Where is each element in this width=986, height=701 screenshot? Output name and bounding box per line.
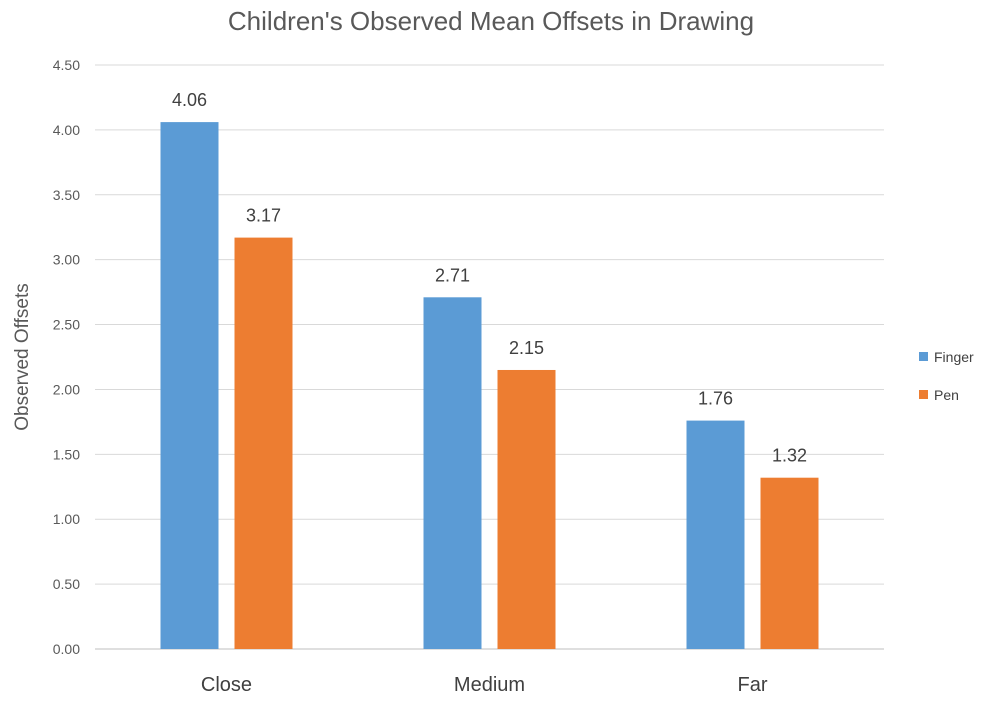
bar-pen-far	[760, 477, 819, 649]
data-label: 2.71	[435, 265, 470, 285]
y-axis-title: Observed Offsets	[12, 283, 33, 431]
data-label: 4.06	[172, 90, 207, 110]
chart-title: Children's Observed Mean Offsets in Draw…	[228, 6, 754, 36]
bar-pen-close	[234, 237, 293, 650]
legend-swatch-pen	[919, 390, 928, 399]
y-tick-label: 0.50	[53, 576, 80, 592]
legend-label: Finger	[934, 349, 974, 365]
x-category-label: Close	[201, 674, 252, 696]
y-tick-label: 2.00	[53, 381, 80, 397]
bar-finger-medium	[423, 297, 482, 649]
legend-swatch-finger	[919, 352, 928, 361]
y-tick-label: 1.50	[53, 446, 80, 462]
legend: Finger Pen	[919, 349, 974, 403]
y-axis-ticks: 0.00 0.50 1.00 1.50 2.00 2.50 3.00 3.50 4.00 4.50	[53, 57, 80, 657]
x-category-label: Far	[738, 674, 768, 696]
y-tick-label: 4.00	[53, 122, 80, 138]
bar-finger-far	[686, 420, 745, 649]
gridlines	[95, 64, 884, 650]
y-tick-label: 3.00	[53, 252, 80, 268]
bar-finger-close	[160, 122, 219, 649]
y-tick-label: 1.00	[53, 511, 80, 527]
x-category-label: Medium	[454, 674, 525, 696]
y-tick-label: 4.50	[53, 57, 80, 73]
bar-pen-medium	[497, 369, 556, 649]
y-tick-label: 2.50	[53, 317, 80, 333]
data-label: 3.17	[246, 206, 281, 226]
y-tick-label: 0.00	[53, 641, 80, 657]
data-label: 1.76	[698, 389, 733, 409]
y-tick-label: 3.50	[53, 187, 80, 203]
legend-label: Pen	[934, 387, 959, 403]
x-axis-categories: Close Medium Far	[201, 674, 768, 696]
data-label: 1.32	[772, 446, 807, 466]
data-label: 2.15	[509, 338, 544, 358]
bars	[160, 122, 819, 650]
data-labels: 4.06 3.17 2.71 2.15 1.76 1.32	[172, 90, 807, 466]
